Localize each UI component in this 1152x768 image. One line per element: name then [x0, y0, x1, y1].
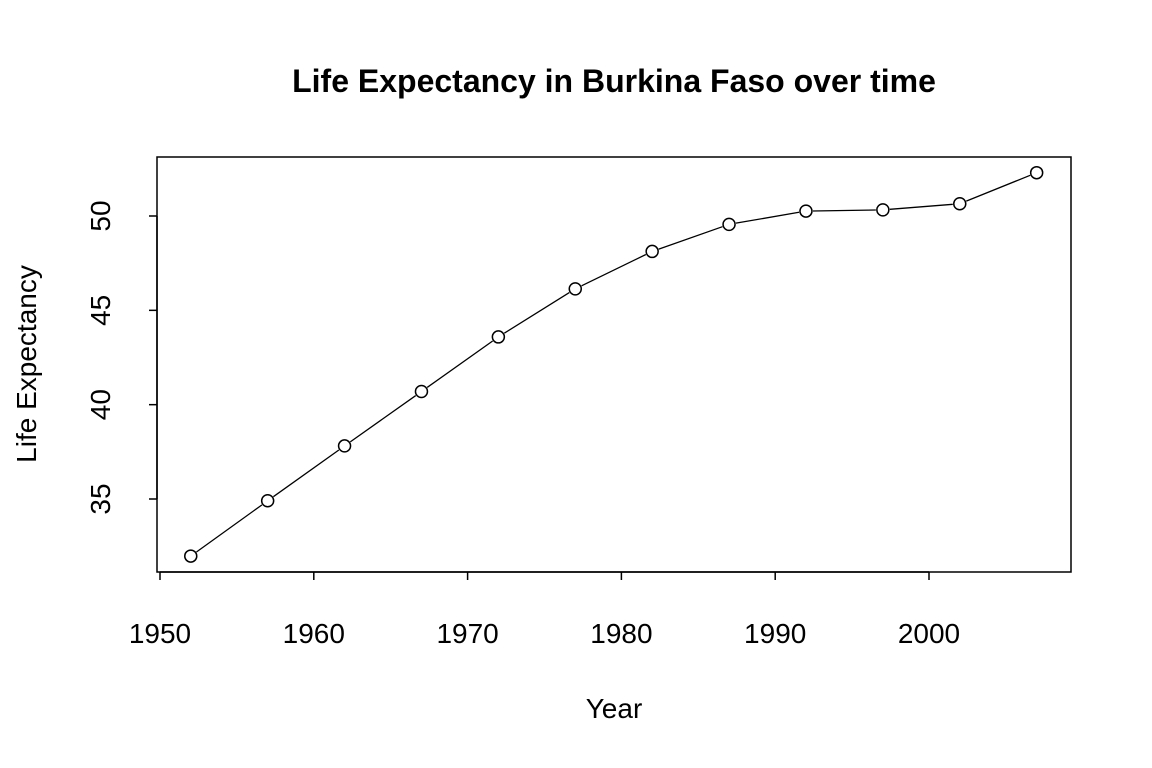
line-segment: [812, 209, 876, 212]
x-tick-label: 1990: [744, 618, 806, 649]
data-point: [568, 282, 583, 296]
data-point: [491, 330, 506, 344]
line-segment: [735, 211, 800, 224]
x-axis-label: Year: [586, 693, 643, 724]
x-axis: 1950 1960 1970 1980 1990 2000: [129, 571, 960, 649]
data-point: [337, 439, 352, 453]
data-point: [184, 549, 198, 563]
y-axis-label: Life Expectancy: [11, 265, 42, 463]
line-segment: [349, 395, 417, 443]
data-point: [799, 204, 813, 218]
chart-title: Life Expectancy in Burkina Faso over tim…: [292, 63, 936, 99]
y-tick-label: 45: [85, 295, 116, 326]
x-tick-label: 1960: [283, 618, 345, 649]
x-tick-label: 1980: [590, 618, 652, 649]
line-segment: [889, 203, 953, 210]
line-segment: [426, 340, 494, 388]
data-point: [260, 494, 275, 508]
x-tick-label: 1950: [129, 618, 191, 649]
line-segment: [272, 449, 340, 498]
x-tick-label: 2000: [898, 618, 960, 649]
data-point: [414, 384, 429, 399]
data-point: [1029, 165, 1044, 180]
data-point: [722, 217, 736, 232]
data-point: [876, 203, 890, 217]
series: [184, 165, 1044, 563]
x-tick-label: 1970: [436, 618, 498, 649]
line-segment: [503, 292, 570, 334]
data-point: [645, 244, 659, 259]
data-point: [953, 196, 967, 211]
y-axis: 35 40 45 50: [85, 200, 158, 515]
y-tick-label: 35: [85, 483, 116, 514]
line-segment: [966, 174, 1031, 202]
plot-frame: [156, 156, 1072, 573]
line-segment: [581, 253, 647, 287]
line-segment: [196, 504, 263, 553]
y-tick-label: 50: [85, 200, 116, 231]
y-tick-label: 40: [85, 389, 116, 420]
line-segment: [658, 226, 723, 250]
